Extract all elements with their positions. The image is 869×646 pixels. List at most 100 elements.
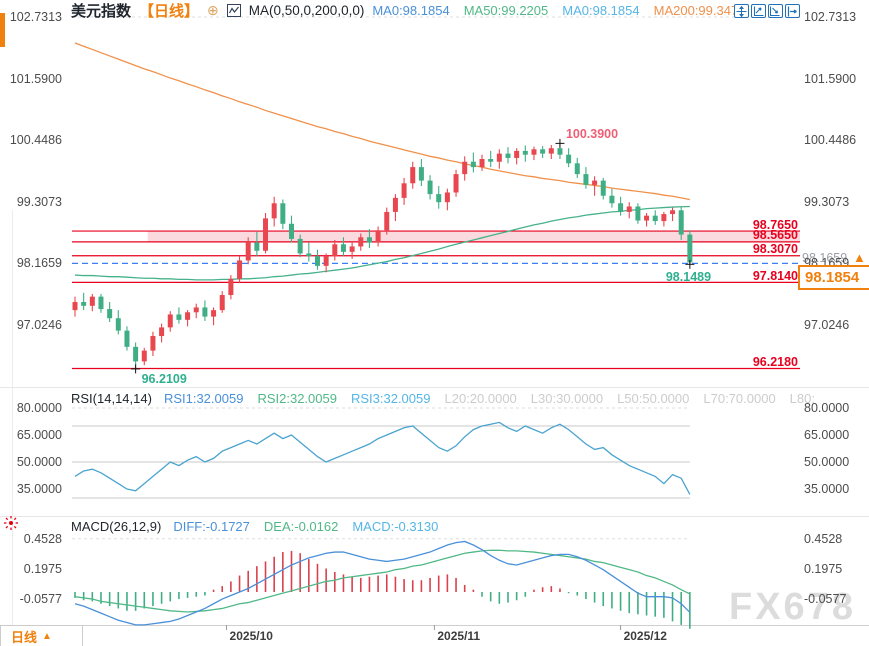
timeframe-up-arrow-icon: ▲	[42, 630, 52, 642]
timeframe-button-label: 日线	[11, 629, 38, 645]
macd-title[interactable]: MACD(26,12,9)	[71, 519, 162, 534]
macd-tick-left: 0.4528	[23, 531, 62, 546]
x-axis-month-label: 2025/10	[229, 629, 273, 643]
candle-body	[401, 183, 407, 198]
candle-body	[540, 149, 546, 154]
candle-body	[245, 242, 251, 261]
candle-body	[314, 256, 320, 266]
pan-right-icon[interactable]	[785, 4, 800, 18]
axis-scale-left-icon[interactable]	[751, 4, 766, 18]
rsi-tick-left: 65.0000	[16, 428, 62, 442]
candle-body	[522, 150, 528, 155]
candle-body	[609, 195, 615, 204]
candle-body	[410, 167, 416, 184]
candle-body	[115, 318, 121, 331]
panel-separator	[0, 387, 869, 388]
candle-body	[557, 148, 563, 155]
candle-body	[297, 238, 303, 254]
macd-tick-right: 0.4528	[804, 531, 843, 546]
ma-values: MA0:98.1854 MA50:99.2205 MA0:98.1854 MA200:…	[372, 3, 745, 18]
annotation-last-low: 98.1489	[665, 270, 712, 285]
candle-body	[583, 174, 589, 185]
candle-body	[418, 167, 424, 181]
rsi-tick-right: 80.0000	[804, 401, 850, 415]
level-label: 96.2180	[752, 355, 798, 370]
y-axis-tick-left: 100.4486	[9, 133, 62, 148]
timeframe-button[interactable]: 日线 ▲	[0, 625, 83, 646]
level-label: 97.8140	[752, 268, 798, 283]
candle-body	[488, 159, 494, 162]
level-label: 98.5650	[752, 228, 798, 243]
candle-body	[652, 215, 658, 222]
macd-value-label: MACD:-0.3130	[352, 519, 439, 534]
rsi-value-label: L20:20.0000	[444, 391, 517, 406]
rsi-tick-right: 35.0000	[804, 482, 850, 496]
candle-body	[185, 312, 191, 320]
candle-body	[358, 237, 364, 247]
macd-diff-line	[74, 540, 691, 626]
scroll-indicator[interactable]	[0, 13, 5, 47]
macd-header: MACD(26,12,9) DIFF:-0.1727 DEA:-0.0162 MAC…	[71, 519, 438, 534]
watermark: FX678	[729, 586, 856, 628]
x-axis-month-label: 2025/12	[623, 629, 667, 643]
left-guide-line	[12, 210, 13, 625]
circle-plus-icon[interactable]: ⊕	[207, 2, 219, 18]
candle-body	[280, 203, 286, 224]
candle-body	[453, 174, 459, 193]
candle-body	[237, 260, 243, 279]
candle-body	[107, 309, 113, 319]
candle-body	[202, 307, 208, 317]
candle-body	[644, 215, 650, 221]
rsi-value-label: L30:30.0000	[530, 391, 604, 406]
price-up-arrow-icon: ▲	[853, 250, 866, 265]
candle-body	[592, 180, 598, 185]
candle-body	[72, 302, 78, 311]
move-tool-icon[interactable]	[734, 4, 749, 18]
candle-body	[436, 194, 442, 203]
rsi-tick-left: 35.0000	[16, 482, 62, 496]
candle-body	[687, 234, 693, 263]
y-axis-tick-left: 98.1659	[16, 256, 62, 271]
ma-settings-label[interactable]: MA(0,50,0,200,0,0)	[248, 3, 365, 18]
rsi-line	[74, 421, 691, 495]
candle-body	[661, 214, 667, 222]
rsi-title[interactable]: RSI(14,14,14)	[71, 391, 152, 406]
annotation-sept-low: 96.2109	[141, 371, 187, 386]
candle-body	[98, 296, 104, 310]
chart-header: 美元指数 【日线】 ⊕ MA(0,50,0,200,0,0) MA0:98.18…	[71, 2, 745, 20]
candle-body	[600, 180, 606, 196]
candle-body	[263, 218, 269, 251]
candle-body	[626, 206, 632, 212]
y-axis-tick-right: 100.4486	[804, 133, 857, 148]
candle-body	[289, 223, 294, 239]
current-price-tag: 98.1854	[798, 265, 869, 290]
candle-body	[193, 307, 199, 313]
macd-value-label: DIFF:-0.1727	[173, 519, 250, 534]
rsi-value-label: L50:50.0000	[617, 391, 690, 406]
annotation-high: 100.3900	[565, 127, 619, 142]
candle-body	[678, 210, 684, 235]
candle-body	[271, 203, 277, 219]
ma-value-label: MA200:99.3479	[653, 3, 746, 18]
candle-body	[211, 310, 217, 317]
candle-body	[366, 237, 372, 243]
candle-body	[462, 161, 468, 175]
y-axis-tick-left: 101.5900	[9, 71, 62, 86]
candle-body	[306, 253, 312, 257]
y-axis-tick-left: 99.3073	[16, 194, 62, 209]
ma50-line	[74, 205, 690, 281]
candlestick-chart-icon[interactable]	[226, 4, 241, 17]
y-axis-tick-right: 102.7313	[804, 10, 857, 24]
candle-body	[228, 278, 234, 296]
rsi-value-label: RSI1:32.0059	[163, 391, 244, 406]
candle-body	[548, 148, 554, 154]
candle-body	[670, 210, 676, 215]
resistance-zone	[147, 231, 800, 242]
axis-scale-right-icon[interactable]	[768, 4, 783, 18]
candle-body	[531, 149, 537, 155]
ma-value-label: MA50:99.2205	[463, 3, 549, 18]
candle-body	[496, 153, 502, 162]
indicator-settings-icon[interactable]	[3, 515, 19, 536]
candle-body	[323, 256, 329, 266]
